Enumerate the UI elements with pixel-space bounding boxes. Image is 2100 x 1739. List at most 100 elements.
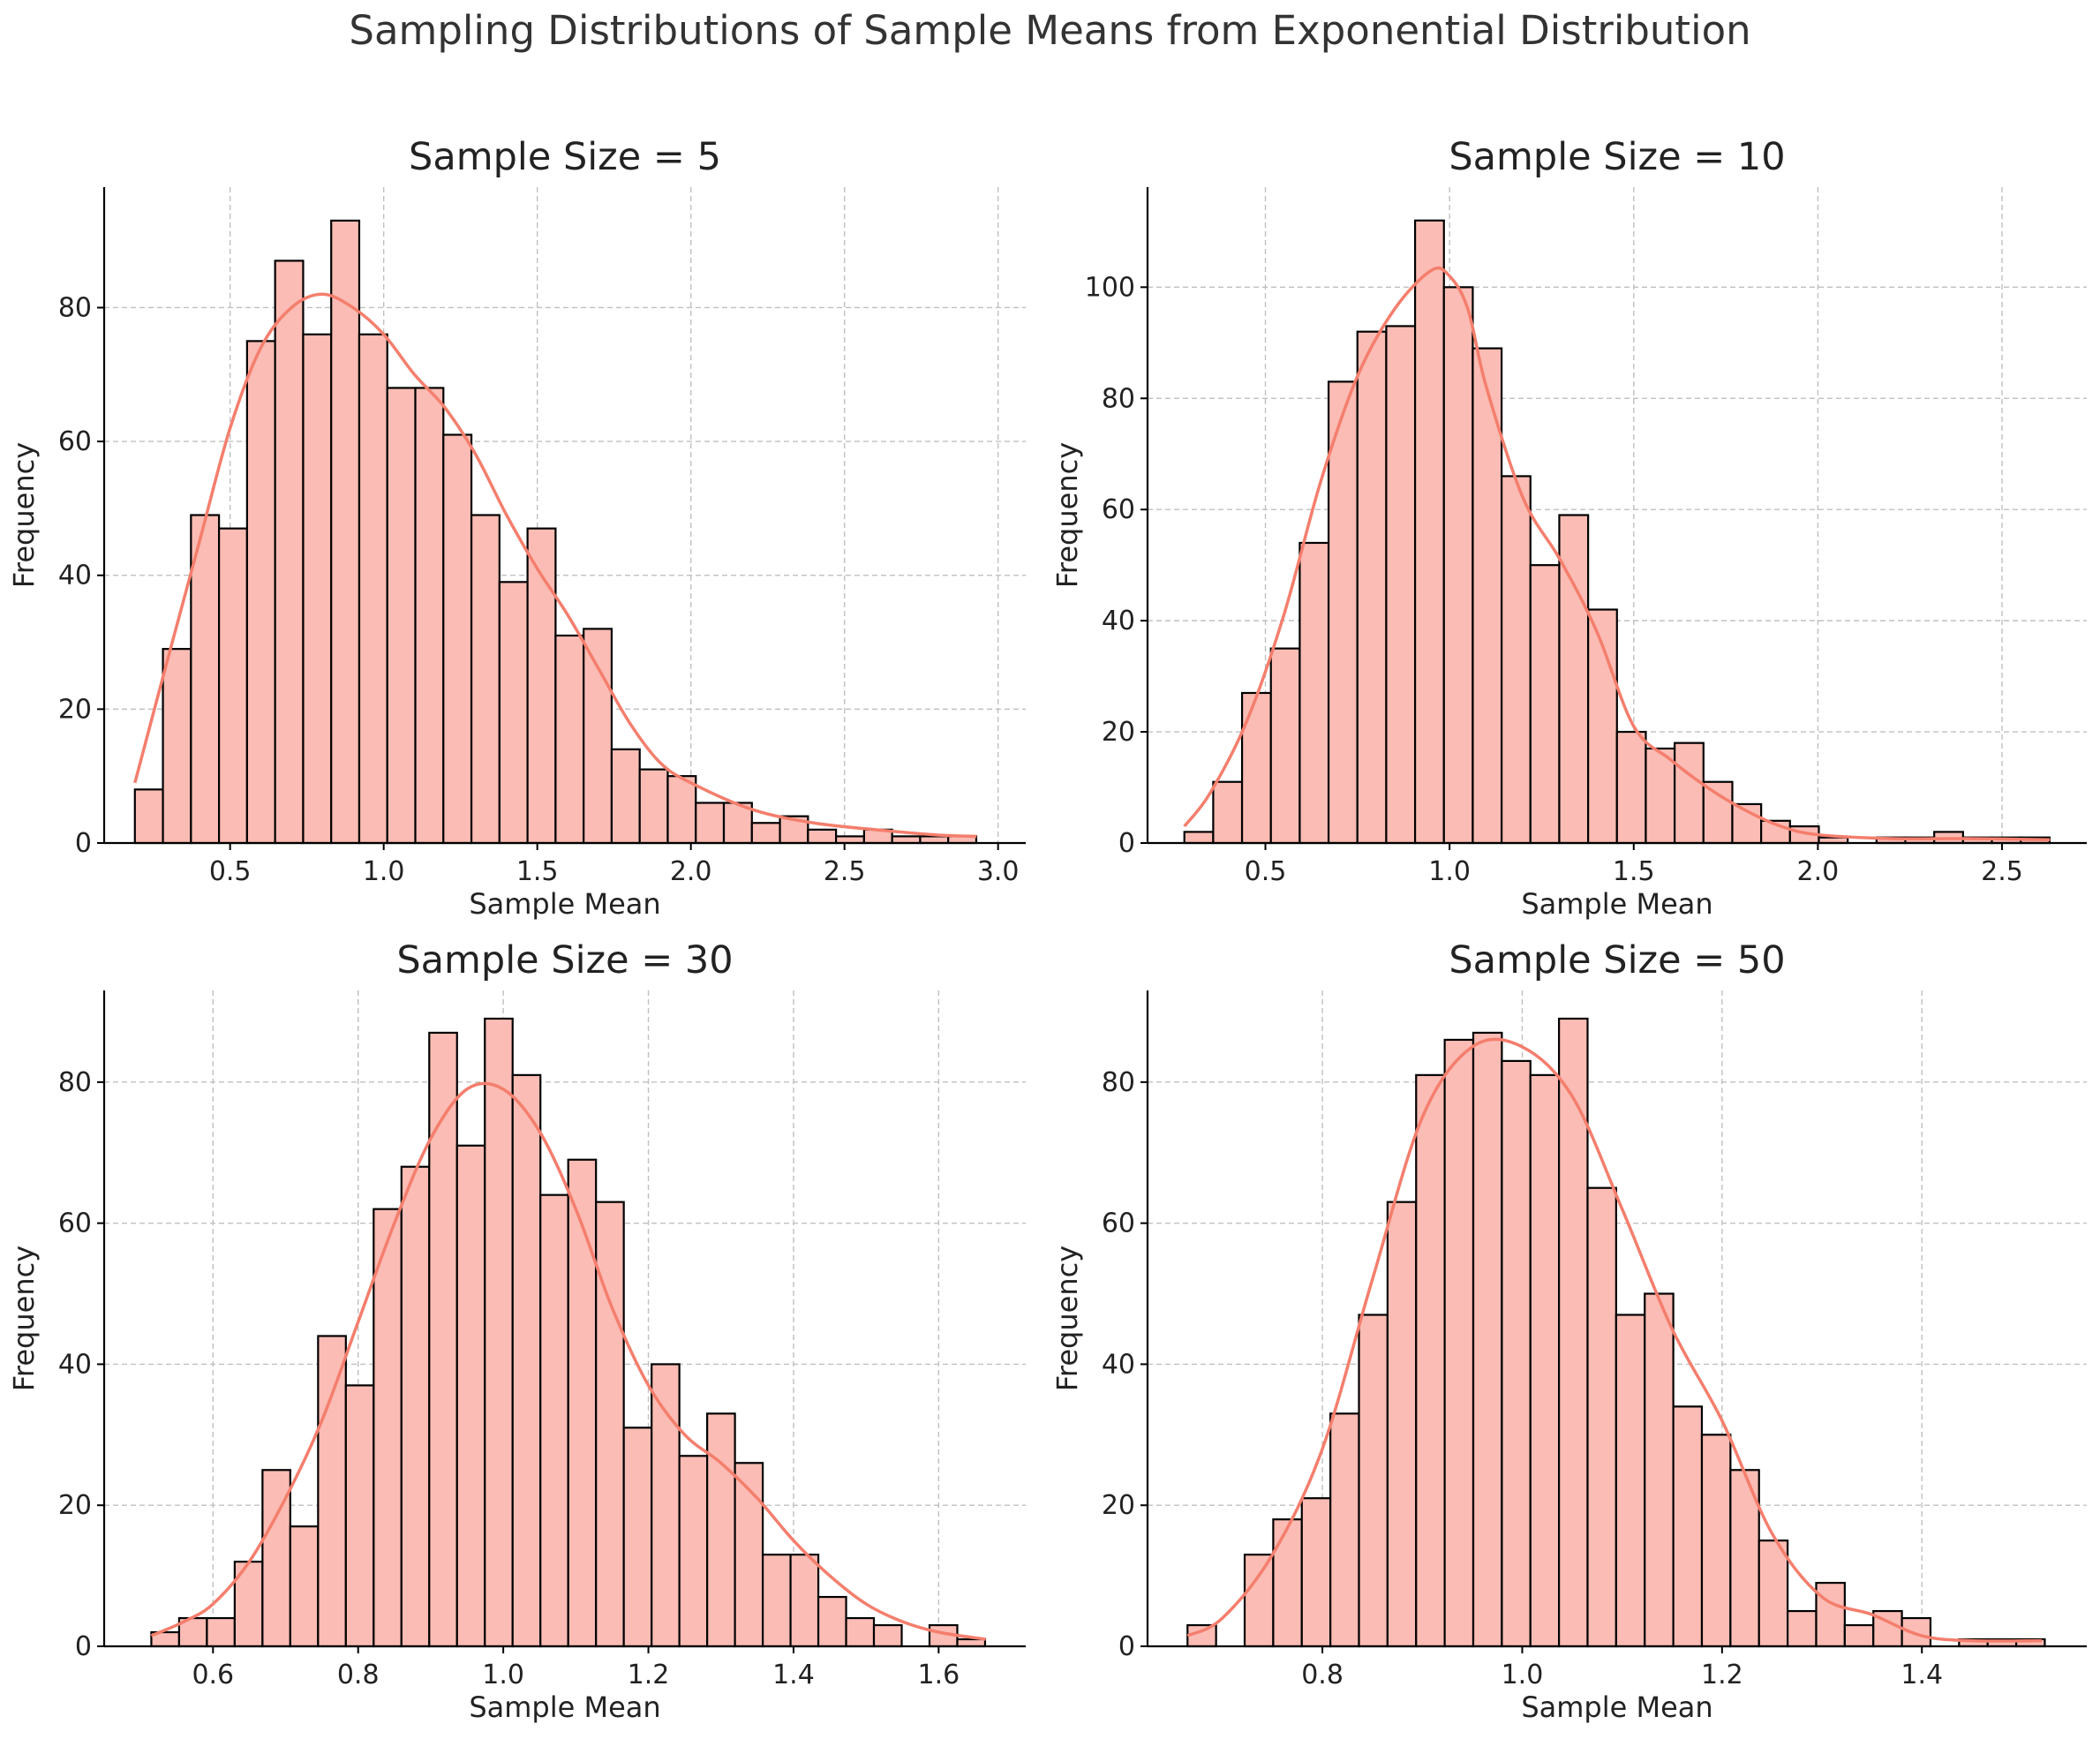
subplot-4: 0.8 1.0 1.2 1.4 0 20 40 60 80 Sample Size = 50 Sam… <box>1050 938 2087 1724</box>
histogram-bar <box>872 1623 903 1648</box>
histogram-bar <box>595 1201 625 1648</box>
x-tick-label: 1.2 <box>628 1660 670 1690</box>
histogram-bar <box>373 1208 403 1648</box>
histogram-bar <box>1815 1581 1846 1648</box>
x-tick-label: 0.6 <box>192 1660 234 1690</box>
x-axis-label: Sample Mean <box>469 1690 660 1724</box>
x-tick-label: 0.8 <box>337 1660 380 1690</box>
histogram-bar <box>428 1031 458 1648</box>
histogram-bar <box>245 340 276 845</box>
histogram-bar <box>1529 1073 1561 1648</box>
y-tick-label: 20 <box>58 1490 92 1521</box>
histogram-bar <box>1442 286 1474 845</box>
y-tick-label: 80 <box>58 292 92 323</box>
histogram-bar <box>442 433 473 845</box>
histogram-bar <box>919 835 950 845</box>
x-tick-label: 1.0 <box>363 856 405 887</box>
histogram-bar <box>678 1455 709 1648</box>
histogram-bar <box>1243 1554 1275 1648</box>
histogram-bar <box>1787 1609 1818 1648</box>
histogram-bar <box>622 1427 653 1648</box>
subplot-title: Sample Size = 10 <box>1449 135 1785 179</box>
histogram-bar <box>610 748 641 845</box>
histogram-bar <box>414 387 445 845</box>
histogram-bar <box>1843 1623 1875 1648</box>
y-tick-label: 60 <box>58 1208 92 1239</box>
histogram-bar <box>1501 475 1532 845</box>
y-axis-label: Frequency <box>1050 1246 1084 1391</box>
histogram-bar <box>133 788 164 845</box>
y-axis-label: Frequency <box>1050 442 1084 588</box>
x-axis-label: Sample Mean <box>1521 887 1712 921</box>
y-tick-label: 0 <box>1118 828 1135 859</box>
y-tick-label: 60 <box>1102 494 1135 525</box>
histogram-bar <box>1700 1434 1732 1648</box>
x-tick-label: 1.0 <box>1428 856 1471 887</box>
histogram-bar <box>1615 1314 1646 1648</box>
histogram-bar <box>1358 1314 1389 1648</box>
y-tick-label: 0 <box>1118 1631 1135 1662</box>
y-axis-label: Frequency <box>7 442 41 588</box>
histogram-bar <box>638 768 669 845</box>
y-tick-label: 100 <box>1085 272 1135 303</box>
histogram-bar <box>317 1335 347 1648</box>
x-tick-label: 1.4 <box>772 1660 815 1690</box>
x-tick-label: 1.4 <box>1901 1660 1943 1690</box>
y-tick-label: 20 <box>1102 1490 1135 1521</box>
kde-line <box>150 1081 987 1641</box>
histogram-bar <box>344 1384 375 1648</box>
y-tick-label: 80 <box>58 1067 92 1098</box>
subplot-2: 0.5 1.0 1.5 2.0 2.5 0 20 40 60 80 100 Sample Size =… <box>1050 135 2087 921</box>
histogram-bar <box>1212 780 1244 845</box>
x-tick-label: 3.0 <box>977 856 1020 887</box>
histogram-bar <box>1329 1412 1360 1648</box>
histogram-bar <box>695 802 726 845</box>
histogram-bar <box>330 219 361 845</box>
histogram-bar <box>761 1554 792 1648</box>
histogram-bar <box>289 1525 320 1648</box>
x-tick-label: 2.5 <box>824 856 866 887</box>
x-axis-label: Sample Mean <box>1521 1690 1712 1724</box>
histogram-bar <box>455 1144 486 1648</box>
histogram-bar <box>1413 219 1445 845</box>
histogram-bar <box>1644 1292 1675 1648</box>
y-tick-label: 80 <box>1102 383 1135 414</box>
histogram-bar <box>807 828 838 845</box>
histogram-bar <box>583 628 613 845</box>
histogram-bar <box>539 1193 569 1648</box>
histogram-bar <box>567 1158 598 1648</box>
histogram-bar <box>1586 1186 1617 1648</box>
kde-line <box>1183 266 2051 841</box>
histogram-bar <box>1901 1616 1932 1648</box>
histogram-bar <box>1385 325 1417 845</box>
histogram-bar <box>1645 747 1676 845</box>
y-tick-label: 0 <box>75 828 92 859</box>
histogram-bar <box>956 1637 987 1648</box>
histogram-bar <box>1501 1059 1532 1648</box>
histogram-bar <box>190 514 221 845</box>
histogram-bar <box>845 1616 876 1648</box>
y-tick-label: 60 <box>1102 1208 1135 1239</box>
y-tick-label: 40 <box>1102 606 1135 636</box>
y-tick-label: 40 <box>58 561 92 591</box>
x-tick-label: 1.2 <box>1701 1660 1743 1690</box>
histogram-bar <box>1472 1031 1503 1648</box>
kde-line <box>133 292 977 839</box>
subplot-1: 0.5 1.0 1.5 2.0 2.5 3.0 0 20 40 60 80 Sample Size =… <box>7 135 1026 921</box>
histogram-bar <box>206 1616 236 1648</box>
histogram-bar <box>1415 1073 1446 1648</box>
x-axis-label: Sample Mean <box>469 887 660 921</box>
y-tick-label: 60 <box>58 426 92 457</box>
x-tick-label: 1.5 <box>516 856 559 887</box>
histogram-bar <box>511 1073 542 1648</box>
histogram-bar <box>1356 330 1388 845</box>
y-tick-label: 20 <box>1102 717 1135 748</box>
histogram-bar <box>554 634 585 845</box>
histogram-bar <box>162 648 192 845</box>
histogram-bar <box>706 1412 736 1648</box>
histogram-bar <box>835 835 865 845</box>
histogram-bar <box>218 527 248 845</box>
subplot-title: Sample Size = 50 <box>1449 938 1785 982</box>
y-tick-label: 40 <box>1102 1349 1135 1380</box>
histogram-bar <box>1443 1038 1475 1648</box>
